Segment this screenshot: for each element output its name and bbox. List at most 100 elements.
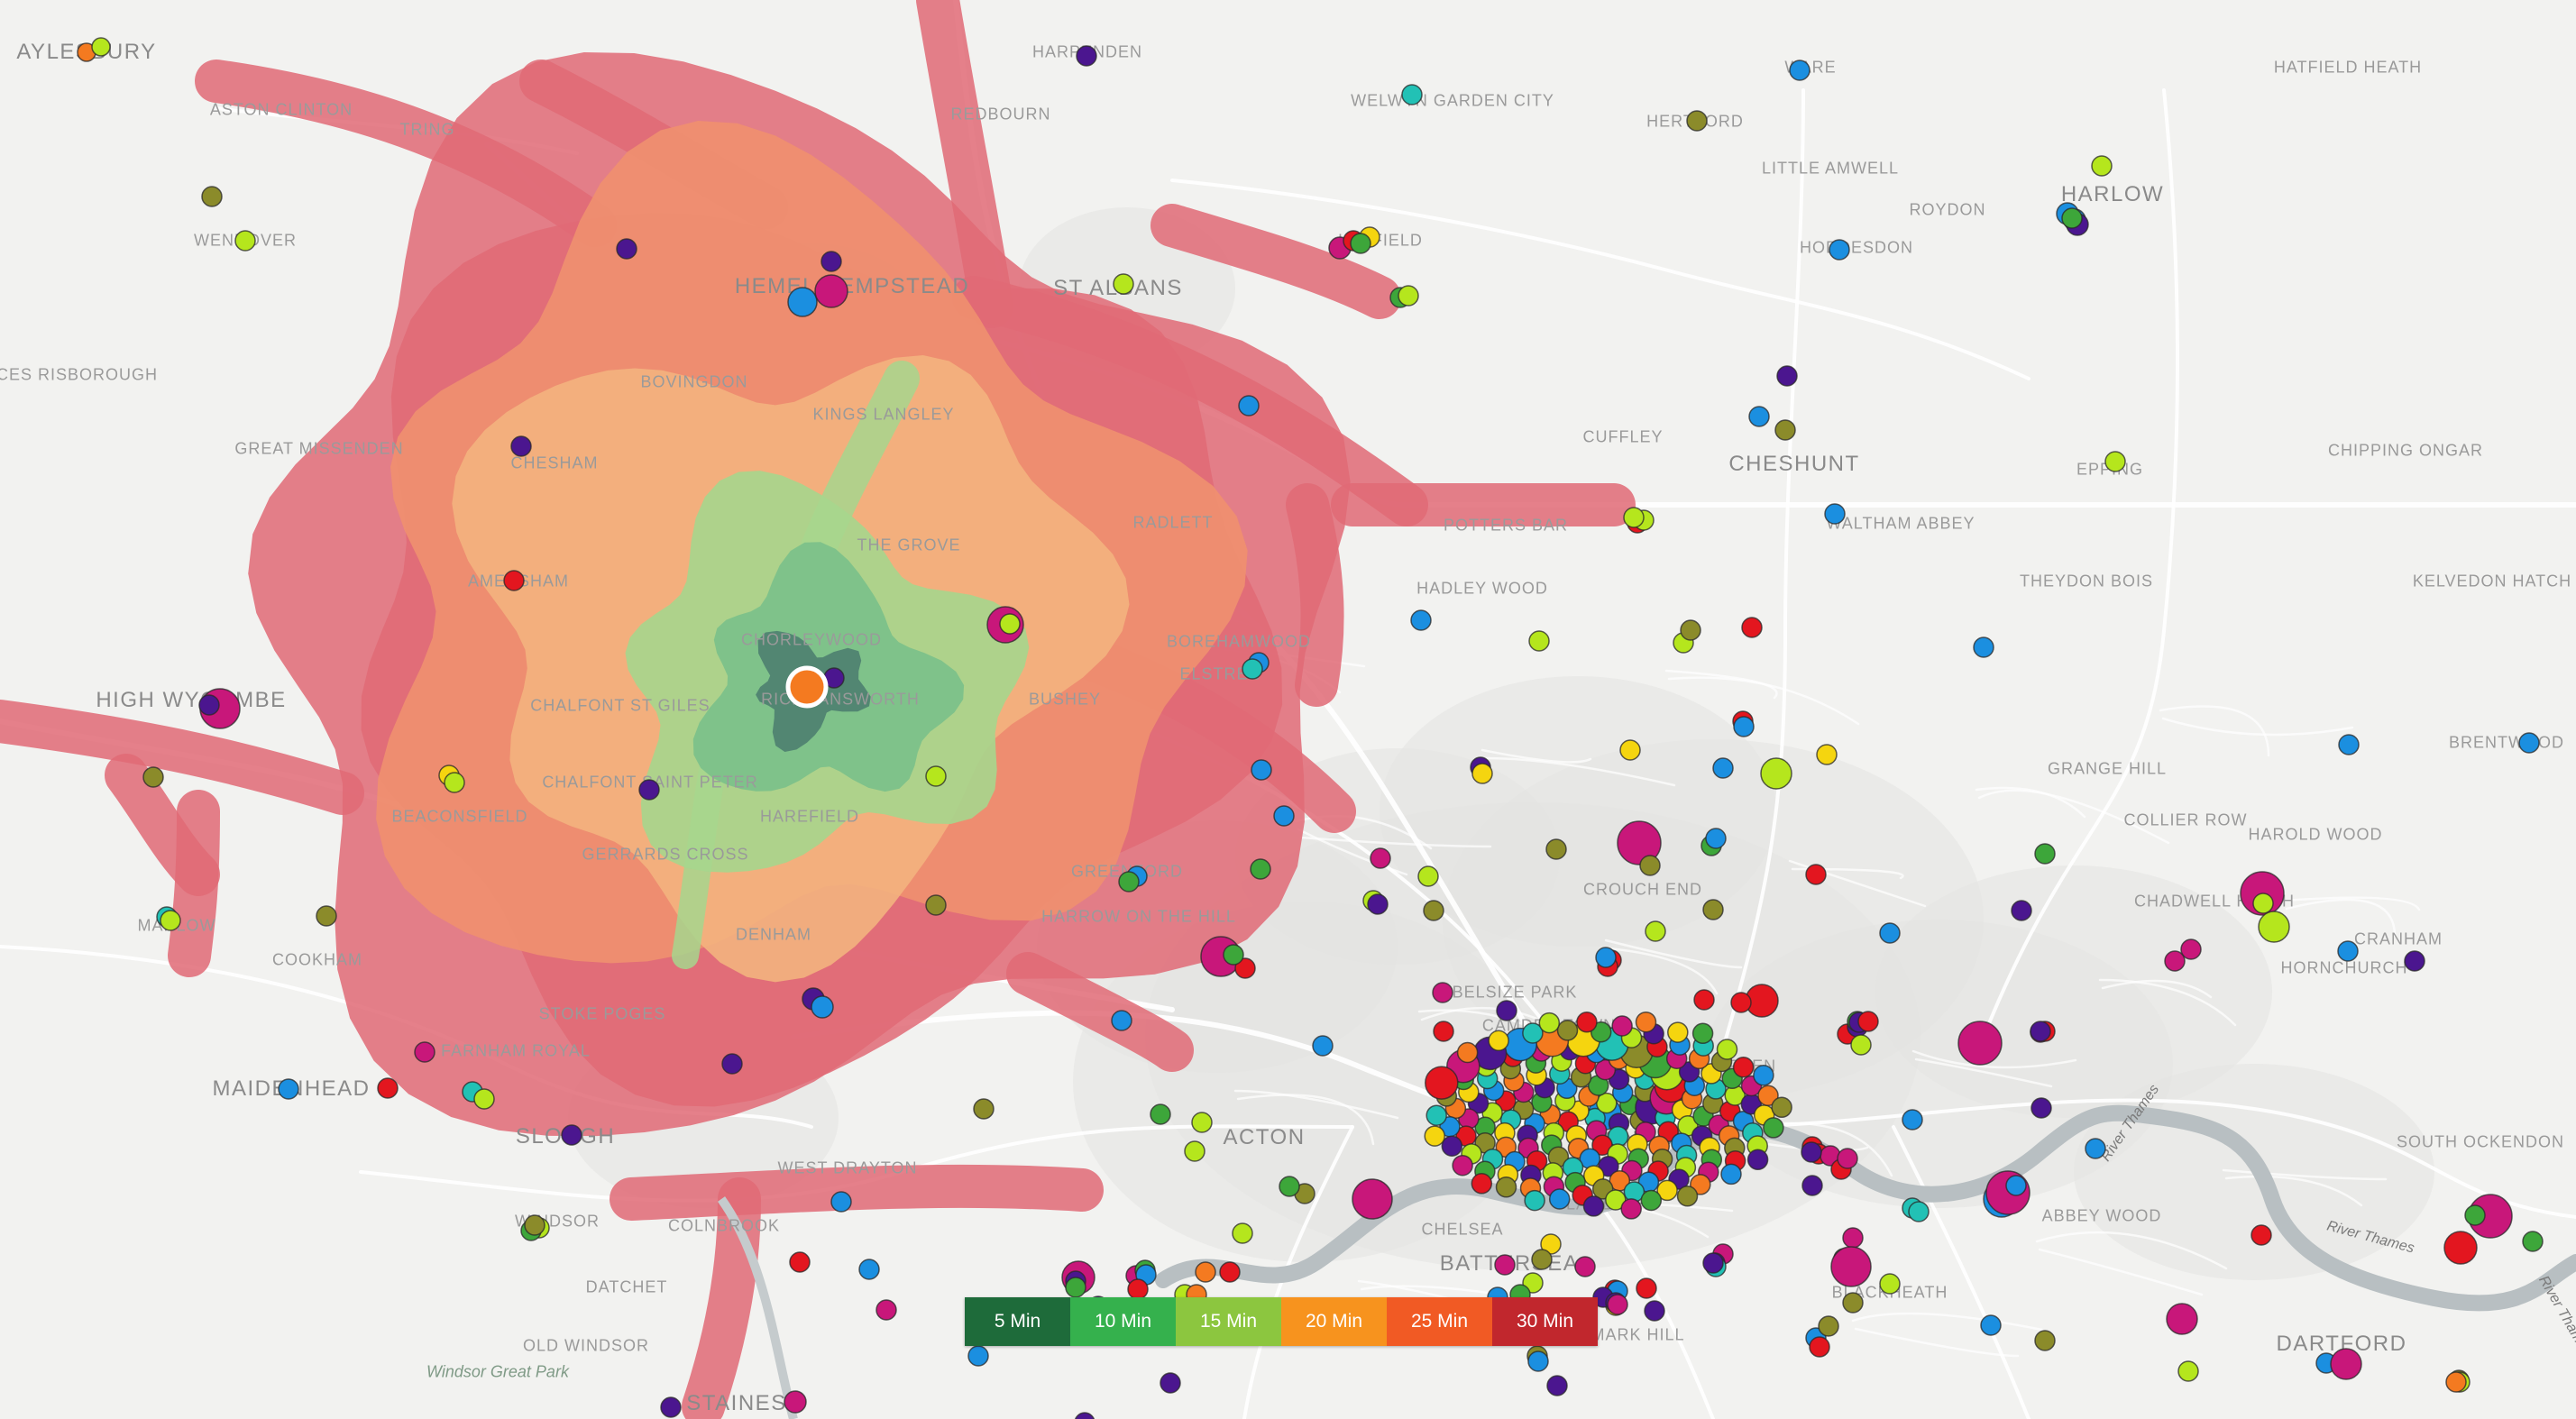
poi-marker[interactable] — [1223, 944, 1244, 966]
poi-marker[interactable] — [1471, 763, 1493, 784]
poi-marker[interactable] — [1111, 1010, 1132, 1031]
poi-marker[interactable] — [1902, 1109, 1923, 1131]
poi-marker[interactable] — [201, 186, 223, 207]
poi-marker[interactable] — [2177, 1360, 2199, 1382]
poi-marker[interactable] — [2258, 911, 2290, 943]
poi-marker[interactable] — [1350, 233, 1371, 254]
poi-marker[interactable] — [503, 570, 525, 591]
poi-marker[interactable] — [1251, 759, 1272, 781]
poi-marker[interactable] — [1635, 1011, 1657, 1033]
poi-marker[interactable] — [1676, 1186, 1699, 1207]
poi-marker[interactable] — [1741, 617, 1763, 638]
poi-marker[interactable] — [2091, 155, 2113, 177]
poi-marker[interactable] — [1398, 285, 1419, 307]
poi-marker[interactable] — [1545, 838, 1567, 860]
poi-marker[interactable] — [2251, 1224, 2272, 1246]
poi-marker[interactable] — [1531, 1249, 1553, 1270]
poi-marker[interactable] — [925, 894, 947, 916]
poi-marker[interactable] — [1238, 395, 1260, 417]
poi-marker[interactable] — [616, 238, 637, 260]
poi-marker[interactable] — [1232, 1222, 1253, 1244]
poi-marker[interactable] — [1150, 1103, 1171, 1125]
poi-marker[interactable] — [2338, 734, 2360, 755]
poi-marker[interactable] — [858, 1259, 880, 1280]
poi-marker[interactable] — [91, 37, 111, 57]
poi-marker[interactable] — [660, 1396, 682, 1418]
poi-marker[interactable] — [1488, 1030, 1509, 1052]
legend-item-15-min[interactable]: 15 Min — [1176, 1297, 1281, 1346]
poi-marker[interactable] — [1908, 1201, 1930, 1222]
poi-marker[interactable] — [1113, 273, 1134, 295]
poi-marker[interactable] — [1127, 1278, 1149, 1300]
poi-marker[interactable] — [1732, 1057, 1755, 1078]
poi-marker[interactable] — [1528, 630, 1550, 652]
poi-marker[interactable] — [1496, 1000, 1517, 1021]
poi-marker[interactable] — [1524, 1189, 1545, 1212]
poi-marker[interactable] — [789, 1251, 811, 1273]
poi-marker[interactable] — [1746, 1149, 1769, 1171]
poi-marker[interactable] — [1065, 1277, 1086, 1298]
poi-marker[interactable] — [444, 772, 465, 793]
poi-marker[interactable] — [1538, 1012, 1561, 1034]
poi-marker[interactable] — [1774, 419, 1796, 441]
poi-marker[interactable] — [1850, 1034, 1872, 1056]
poi-marker[interactable] — [1352, 1178, 1393, 1220]
poi-marker[interactable] — [2030, 1021, 2051, 1042]
poi-marker[interactable] — [2464, 1204, 2486, 1226]
poi-marker[interactable] — [1753, 1065, 1774, 1086]
poi-marker[interactable] — [1842, 1227, 1864, 1249]
poi-marker[interactable] — [1639, 855, 1661, 876]
poi-marker[interactable] — [1760, 757, 1792, 790]
poi-marker[interactable] — [1494, 1254, 1516, 1276]
poi-marker[interactable] — [1636, 1277, 1657, 1299]
poi-marker[interactable] — [1074, 1412, 1095, 1419]
poi-marker[interactable] — [1776, 365, 1798, 387]
poi-marker[interactable] — [787, 287, 818, 317]
poi-marker[interactable] — [1973, 636, 1994, 658]
poi-marker[interactable] — [1425, 1066, 1459, 1100]
poi-marker[interactable] — [142, 766, 164, 788]
poi-marker[interactable] — [1857, 1011, 1879, 1032]
poi-marker[interactable] — [414, 1041, 435, 1063]
poi-marker[interactable] — [198, 694, 220, 716]
legend-item-5-min[interactable]: 5 Min — [965, 1297, 1070, 1346]
poi-marker[interactable] — [2518, 732, 2540, 754]
poi-marker[interactable] — [1805, 864, 1827, 885]
poi-marker[interactable] — [1556, 1020, 1579, 1041]
poi-marker[interactable] — [823, 667, 845, 689]
poi-marker[interactable] — [1824, 503, 1846, 525]
poi-marker[interactable] — [1546, 1375, 1568, 1396]
poi-marker[interactable] — [1432, 982, 1453, 1003]
poi-marker[interactable] — [1595, 947, 1617, 968]
poi-marker[interactable] — [1733, 716, 1755, 737]
poi-marker[interactable] — [1818, 1315, 1839, 1337]
poi-marker[interactable] — [1879, 922, 1901, 944]
poi-marker[interactable] — [160, 910, 181, 931]
poi-marker[interactable] — [1748, 406, 1770, 427]
poi-marker[interactable] — [1433, 1021, 1454, 1042]
poi-marker[interactable] — [1424, 1125, 1445, 1147]
poi-marker[interactable] — [1607, 1294, 1628, 1315]
poi-marker[interactable] — [830, 1191, 852, 1213]
poi-marker[interactable] — [1693, 989, 1715, 1011]
poi-marker[interactable] — [2166, 1303, 2198, 1335]
legend-item-20-min[interactable]: 20 Min — [1281, 1297, 1387, 1346]
poi-marker[interactable] — [820, 251, 842, 272]
poi-marker[interactable] — [1312, 1035, 1334, 1057]
poi-marker[interactable] — [1620, 1198, 1642, 1220]
poi-marker[interactable] — [1548, 1188, 1571, 1210]
poi-marker[interactable] — [561, 1124, 582, 1146]
poi-marker[interactable] — [1456, 1041, 1479, 1064]
poi-marker[interactable] — [1656, 1179, 1678, 1202]
poi-marker[interactable] — [2252, 893, 2274, 914]
poi-marker[interactable] — [1730, 992, 1752, 1013]
poi-marker[interactable] — [1691, 1022, 1714, 1045]
poi-marker[interactable] — [1426, 1104, 1447, 1126]
poi-marker[interactable] — [1160, 1372, 1181, 1394]
poi-marker[interactable] — [278, 1078, 299, 1100]
poi-marker[interactable] — [1705, 828, 1727, 849]
poi-marker[interactable] — [1801, 1175, 1823, 1196]
poi-marker[interactable] — [925, 765, 947, 787]
poi-marker[interactable] — [1667, 1021, 1689, 1043]
